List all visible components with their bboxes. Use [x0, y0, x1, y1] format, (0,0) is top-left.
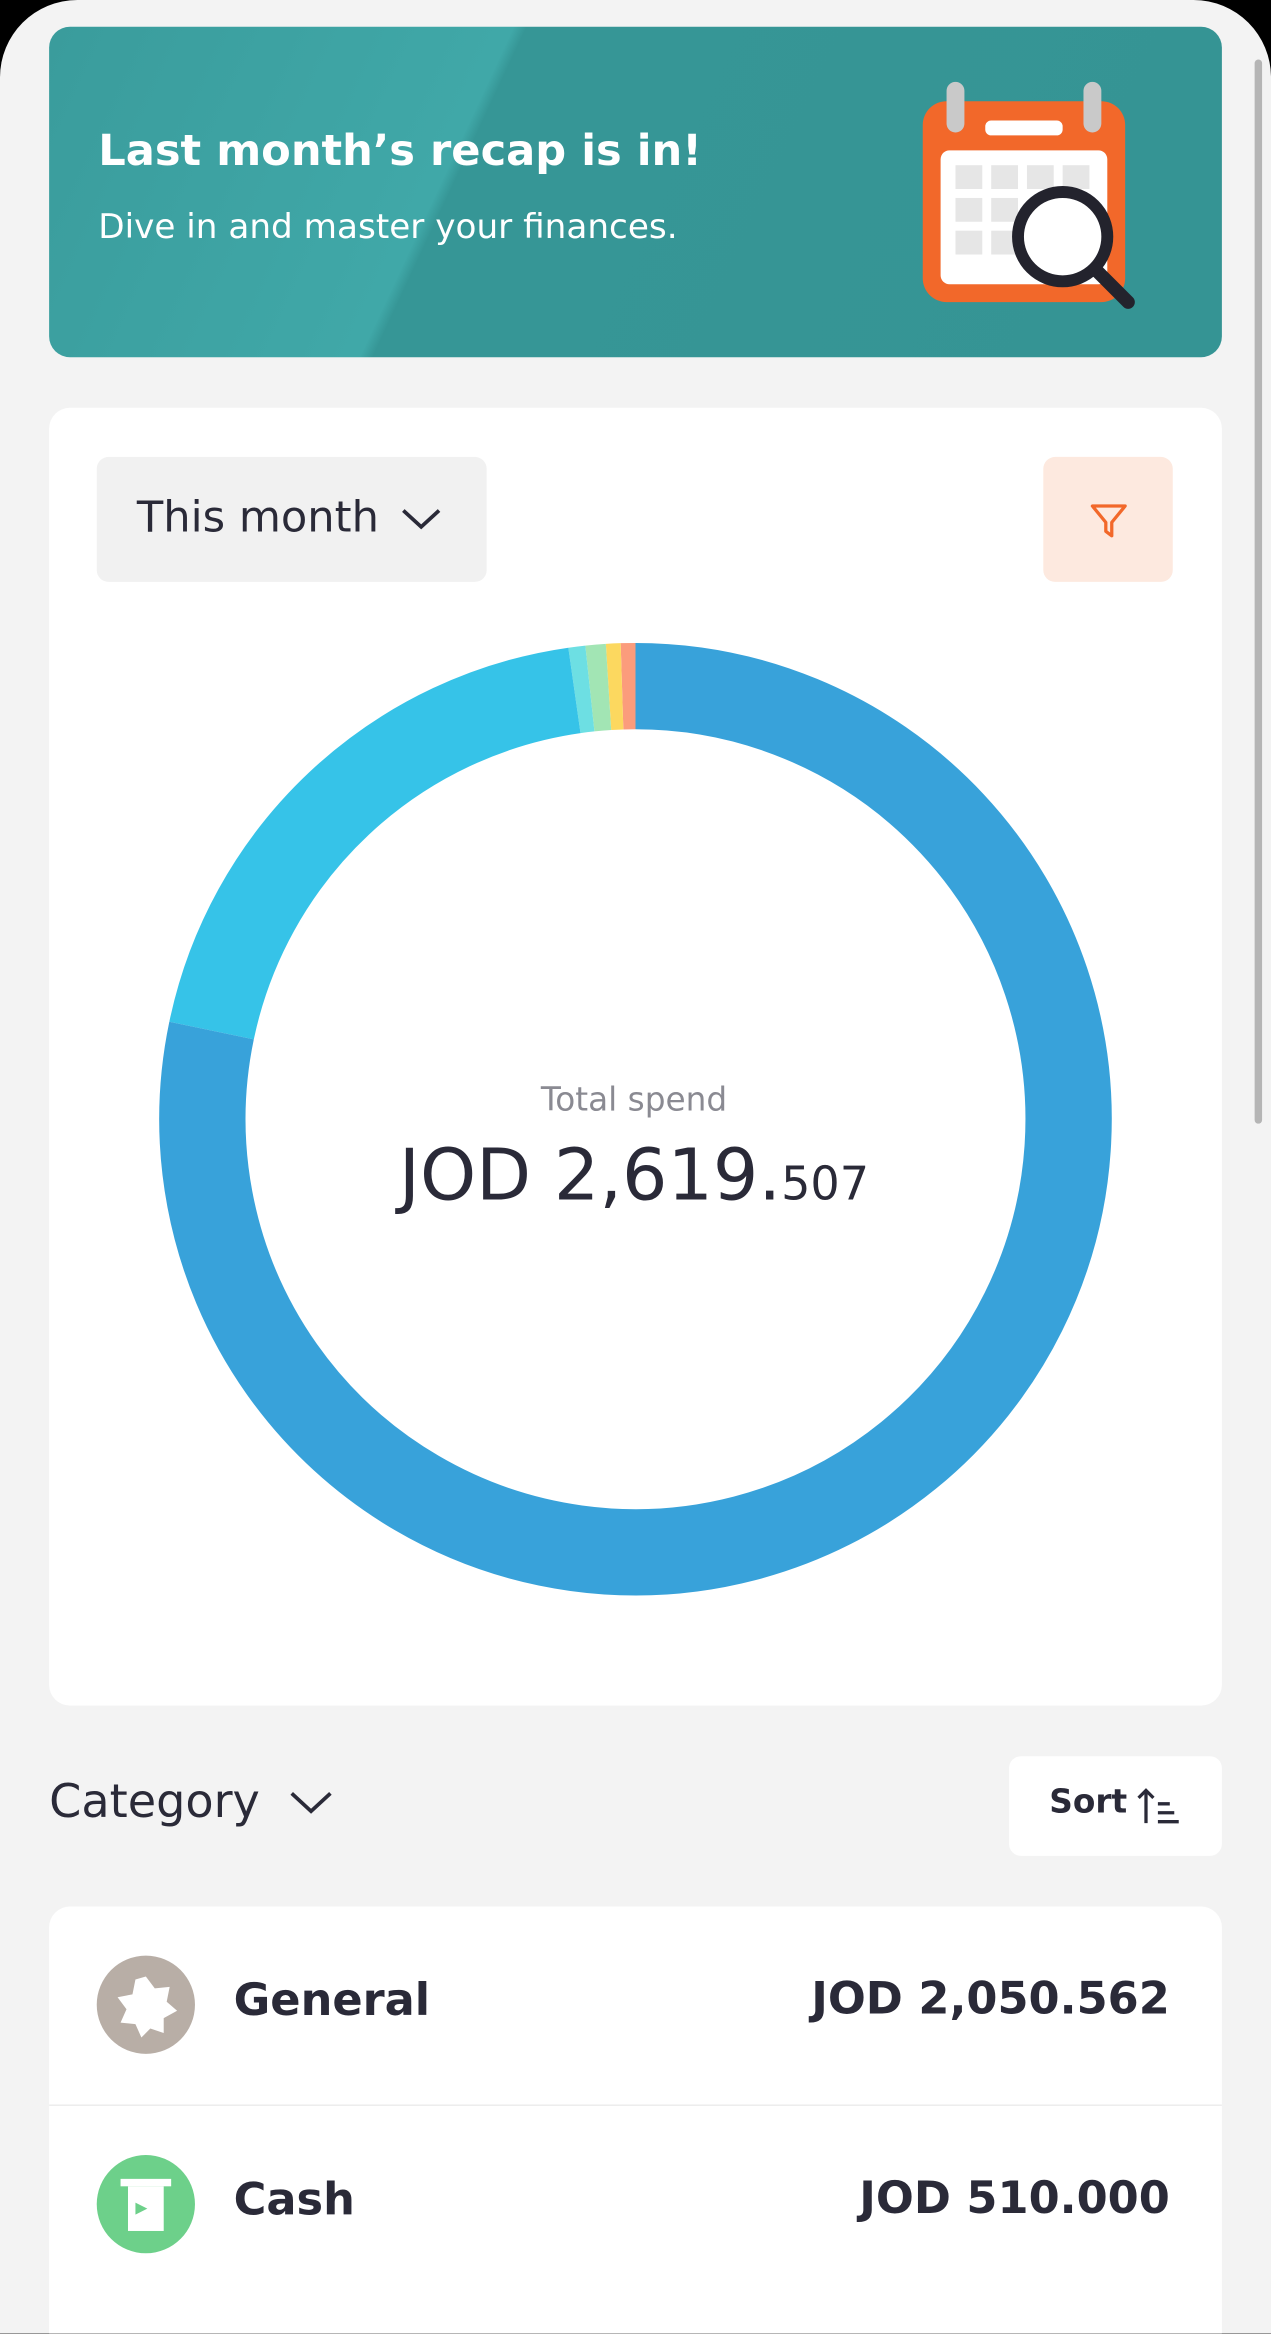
center-label: Total spend — [540, 1080, 727, 1118]
donut-segment — [585, 643, 612, 732]
icon-glyph — [117, 1976, 178, 2038]
category-row[interactable]: Cash JOD 510.000 — [49, 2104, 1222, 2303]
donut-chart: Total spend JOD 2,619.507 — [159, 642, 1112, 1596]
total-decimals: 507 — [781, 1157, 869, 1211]
recap-banner[interactable]: Last month’s recap is in! Dive in and ma… — [49, 26, 1222, 358]
scrollbar — [1254, 59, 1263, 1124]
period-label: This month — [136, 491, 379, 542]
chevron — [402, 509, 441, 530]
category-list: General JOD 2,050.562 Cash JOD 510.000 — [49, 1906, 1222, 2334]
donut-segment — [159, 642, 1112, 1596]
category-amount: JOD 2,050.562 — [811, 1973, 1170, 2026]
period-dropdown[interactable]: This month — [96, 456, 487, 582]
filter-button[interactable] — [1043, 456, 1173, 582]
banner-title: Last month’s recap is in! — [98, 125, 702, 176]
category-row[interactable]: General JOD 2,050.562 — [49, 1907, 1222, 2105]
chevron — [291, 1792, 333, 1814]
filter-icon — [1090, 504, 1127, 538]
donut-segment — [169, 647, 581, 1040]
group-label: Category — [49, 1775, 260, 1830]
donut-segment — [568, 645, 595, 734]
group-dropdown[interactable]: Category — [49, 1775, 334, 1830]
category-icon — [96, 2155, 195, 2254]
icon-glyph — [120, 2178, 172, 2231]
total-spend: JOD 2,619.507 — [395, 1134, 869, 1217]
sort-button[interactable]: Sort — [1009, 1756, 1222, 1856]
calendar-icon — [922, 81, 1135, 309]
donut-segment — [605, 643, 624, 731]
category-name: Cash — [233, 2174, 355, 2227]
category-icon — [96, 1955, 195, 2054]
category-amount: JOD 510.000 — [859, 2172, 1170, 2226]
total-main: JOD 2,619. — [395, 1134, 781, 1217]
banner-subtitle: Dive in and master your finances. — [98, 208, 678, 248]
sort-label: Sort — [1049, 1784, 1128, 1822]
category-name: General — [233, 1974, 431, 2028]
sort-icon — [1137, 1788, 1179, 1824]
